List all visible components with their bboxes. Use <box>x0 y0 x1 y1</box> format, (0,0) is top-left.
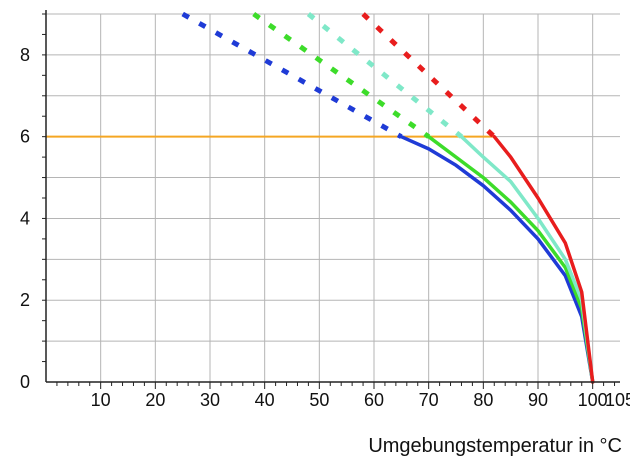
series-dashed-line <box>252 11 431 139</box>
x-tick-label: 105 <box>605 390 630 410</box>
x-tick-label: 40 <box>255 390 275 410</box>
series-solid-line <box>426 134 595 384</box>
axes <box>42 10 620 389</box>
series-dashed-line <box>306 12 464 139</box>
x-tick-labels: 10 20 30 40 50 60 70 80 90 100105 <box>91 390 630 410</box>
x-tick-label: 20 <box>145 390 165 410</box>
x-tick-label: 10 <box>91 390 111 410</box>
y-tick-label: 4 <box>20 208 30 228</box>
x-tick-label: 50 <box>309 390 329 410</box>
y-tick-labels: 0 2 4 6 8 <box>20 45 30 392</box>
series-solid-line <box>399 134 595 384</box>
y-tick-label: 0 <box>20 372 30 392</box>
series-solid-line <box>492 134 595 384</box>
y-tick-label: 8 <box>20 45 30 65</box>
x-tick-label: 80 <box>473 390 493 410</box>
x-tick-label: 70 <box>419 390 439 410</box>
series-group <box>181 11 595 384</box>
x-tick-label: 30 <box>200 390 220 410</box>
x-tick-label: 60 <box>364 390 384 410</box>
y-tick-label: 6 <box>20 127 30 147</box>
x-tick-label: 100 <box>578 390 608 410</box>
y-tick-label: 2 <box>20 290 30 310</box>
series-dashed-line <box>181 11 403 139</box>
x-tick-label: 90 <box>528 390 548 410</box>
x-axis-label: Umgebungstemperatur in °C <box>368 435 622 457</box>
